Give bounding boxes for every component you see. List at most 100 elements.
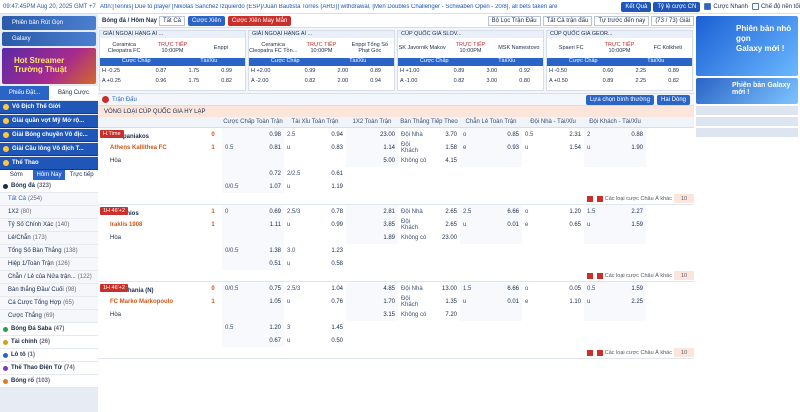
scope-select[interactable]: Tất Cả xyxy=(159,15,186,26)
odds-cell[interactable]: Không có 23.00 xyxy=(398,231,460,244)
odds-cell[interactable] xyxy=(222,308,284,321)
odds-cell[interactable] xyxy=(460,154,522,167)
compact-version-banner[interactable]: Phiên bản Rút Gọn xyxy=(2,16,96,30)
odds-cell[interactable]: 3.0 1.23 xyxy=(284,244,346,257)
odds-cell[interactable]: 0/0.5 0.75 xyxy=(222,282,284,295)
sidebar-item-sport[interactable]: Thể Thao Điện Tử (74) xyxy=(0,362,98,375)
odds-price[interactable]: 0.85 xyxy=(507,131,519,138)
odds-price[interactable]: 6.66 xyxy=(507,285,519,292)
video-icon[interactable] xyxy=(596,195,603,202)
odds-price[interactable]: 2.81 xyxy=(383,208,395,215)
odds-price[interactable]: 0.82 xyxy=(668,78,679,84)
sidebar-item[interactable]: Tỷ Số Chính Xác (140) xyxy=(0,219,98,232)
sidebar-item[interactable]: Hiệp 1/Toàn Trận (126) xyxy=(0,258,98,271)
odds-price[interactable]: 1.20 xyxy=(569,208,581,215)
odds-price[interactable]: 0.01 xyxy=(507,298,519,305)
odds-cell[interactable]: u 0.01 xyxy=(460,295,522,308)
odds-price[interactable]: 0.89 xyxy=(602,78,614,84)
tab-live[interactable]: Trực tiếp xyxy=(69,172,94,178)
announcement-ticker[interactable]: Attn:[Tennis] Due to player [Nikolas San… xyxy=(100,3,558,10)
odds-price[interactable]: 1.10 xyxy=(569,298,581,305)
odds-price[interactable]: 5.00 xyxy=(383,157,395,164)
odds-price[interactable]: 0.96 xyxy=(155,78,167,84)
lucky-parlay-button[interactable]: Cược Xiên May Mắn xyxy=(228,15,292,26)
odds-price[interactable]: 0.60 xyxy=(602,68,614,74)
odds-cell[interactable] xyxy=(584,231,646,244)
odds-price[interactable]: 1.20 xyxy=(269,324,281,331)
sidebar-item[interactable]: Tất Cả (254) xyxy=(0,193,98,206)
odds-cell[interactable]: u 0.50 xyxy=(284,334,346,347)
odds-price[interactable]: 4.85 xyxy=(383,285,395,292)
sidebar-item[interactable]: Tổng Số Bàn Thắng (138) xyxy=(0,245,98,258)
more-bets-label[interactable]: Các loại cược Châu Á khác xyxy=(604,195,672,202)
sidebar-league[interactable]: Giải Cầu lông Vô địch T... xyxy=(0,143,98,156)
odds-price[interactable]: 0.87 xyxy=(155,68,167,74)
sidebar-item-soccer[interactable]: Bóng đá (323) xyxy=(0,180,98,193)
odds-cell[interactable]: 0/0.5 1.07 xyxy=(222,180,284,193)
odds-price[interactable]: 1.59 xyxy=(631,221,643,228)
odds-lines-select[interactable]: Hai Dòng xyxy=(656,94,690,105)
live-match-card[interactable]: GIẢI NGOẠI HẠNG AI ... Ceramica Cleopatra… xyxy=(99,30,246,91)
odds-cell[interactable]: u 1.59 xyxy=(584,218,646,231)
odds-cell[interactable] xyxy=(584,308,646,321)
odds-price[interactable]: 0.82 xyxy=(221,78,232,84)
odds-cell[interactable]: 1.89 xyxy=(346,231,398,244)
odds-cell[interactable] xyxy=(522,308,584,321)
league-header[interactable]: VÒNG LOẠI CÚP QUỐC GIA HY LẠP xyxy=(98,106,694,117)
odds-cell[interactable]: 0.5 1.59 xyxy=(584,282,646,295)
odds-cell[interactable]: Không có 4.15 xyxy=(398,154,460,167)
odds-cell[interactable]: o 0.05 xyxy=(522,282,584,295)
odds-price[interactable]: 0.88 xyxy=(631,131,643,138)
odds-price[interactable]: 0.92 xyxy=(519,68,530,74)
stats-icon[interactable] xyxy=(586,349,593,356)
odds-price[interactable]: 3.70 xyxy=(445,131,457,138)
odds-price[interactable]: 1.07 xyxy=(269,183,281,190)
odds-price[interactable]: 0.82 xyxy=(453,78,465,84)
stats-icon[interactable] xyxy=(586,195,593,202)
odds-price[interactable]: 0.98 xyxy=(269,131,281,138)
sidebar-item[interactable]: 1X2 (80) xyxy=(0,206,98,219)
odds-price[interactable]: 23.00 xyxy=(379,131,395,138)
odds-cell[interactable]: 0.5 0.81 xyxy=(222,141,284,154)
odds-cell[interactable]: 1.5 2.27 xyxy=(584,205,646,218)
odds-price[interactable]: 2.31 xyxy=(569,131,581,138)
odds-price[interactable]: 0.72 xyxy=(269,170,281,177)
odds-price[interactable]: 1.70 xyxy=(383,298,395,305)
odds-cell[interactable] xyxy=(522,231,584,244)
odds-price[interactable]: 6.66 xyxy=(507,208,519,215)
odds-cell[interactable]: e 0.93 xyxy=(460,141,522,154)
odds-price[interactable]: 1.59 xyxy=(631,285,643,292)
odds-price[interactable]: 0.50 xyxy=(331,337,343,344)
odds-price[interactable]: 1.14 xyxy=(383,144,395,151)
odds-cell[interactable]: Đội Khách 2.65 xyxy=(398,218,460,231)
odds-price[interactable]: 4.15 xyxy=(445,157,457,164)
odds-price[interactable]: 2.25 xyxy=(631,298,643,305)
odds-price[interactable]: 1.23 xyxy=(331,247,343,254)
odds-cell[interactable]: e 0.65 xyxy=(522,218,584,231)
sidebar-item[interactable]: Chẵn / Lẻ của Nửa trận... (122) xyxy=(0,271,98,284)
odds-cell[interactable]: 0.5 2.31 xyxy=(522,128,584,141)
sidebar-item-sport[interactable]: Tài chính (26) xyxy=(0,336,98,349)
odds-cell[interactable] xyxy=(284,308,346,321)
parlay-button[interactable]: Cược Xiên xyxy=(188,15,225,26)
odds-cell[interactable]: Đội Nhà 13.00 xyxy=(398,282,460,295)
odds-cell[interactable]: u 1.90 xyxy=(584,141,646,154)
odds-price[interactable]: 13.00 xyxy=(441,285,457,292)
streamer-promo[interactable]: Hot Streamer Trường Thuật xyxy=(2,48,96,84)
odds-cell[interactable]: 2 0.88 xyxy=(584,128,646,141)
odds-price[interactable]: 2.65 xyxy=(445,208,457,215)
odds-price[interactable]: 0.78 xyxy=(331,208,343,215)
odds-price[interactable]: 3.85 xyxy=(383,221,395,228)
tab-bet-list[interactable]: Bảng Cược xyxy=(58,90,89,96)
sidebar-item[interactable]: Cược Thắng (69) xyxy=(0,310,98,323)
odds-price[interactable]: 1.35 xyxy=(445,298,457,305)
odds-price[interactable]: 1.05 xyxy=(269,298,281,305)
sidebar-item-sport[interactable]: Lô tô (1) xyxy=(0,349,98,362)
odds-price[interactable]: 0.89 xyxy=(668,68,679,74)
odds-price[interactable]: 1.90 xyxy=(631,144,643,151)
odds-cell[interactable]: 3 1.45 xyxy=(284,321,346,334)
more-bets-label[interactable]: Các loại cược Châu Á khác xyxy=(604,349,672,356)
video-icon[interactable] xyxy=(596,272,603,279)
odds-price[interactable]: 1.54 xyxy=(569,144,581,151)
odds-price[interactable]: 0.75 xyxy=(269,285,281,292)
